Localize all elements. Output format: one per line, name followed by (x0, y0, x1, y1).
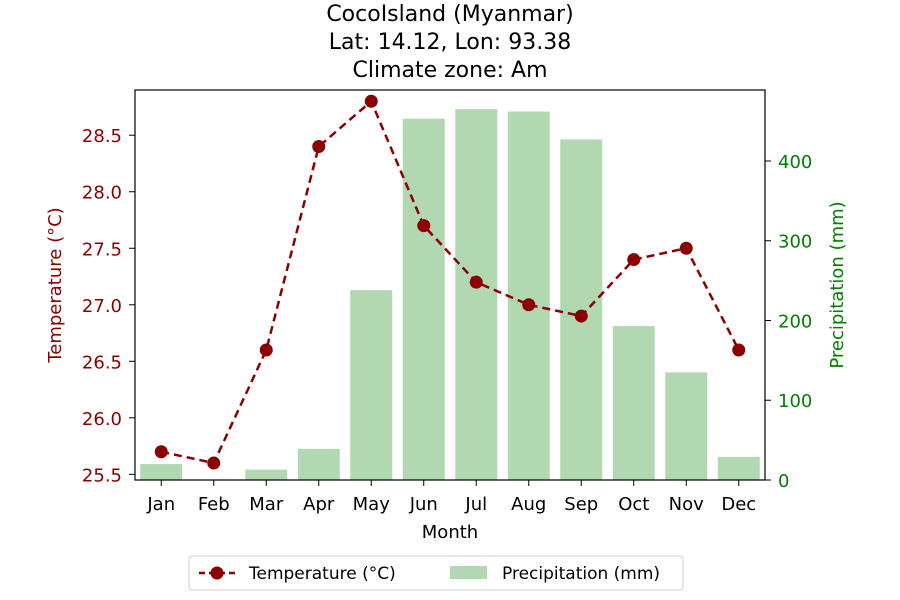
temperature-tick-label: 26.5 (82, 352, 122, 373)
legend: Temperature (°C) Precipitation (mm) (188, 555, 684, 591)
temperature-tick-label: 27.5 (82, 239, 122, 260)
temperature-point-feb (207, 456, 221, 470)
temperature-point-jan (154, 445, 168, 459)
precipitation-bars (140, 109, 760, 480)
temperature-axis: 25.5 26.0 26.5 27.0 27.5 28.0 28.5 (82, 126, 135, 486)
precipitation-bar-dec (717, 456, 760, 480)
temperature-points (154, 94, 746, 470)
x-axis: Jan Feb Mar Apr May Jun Jul Aug Sep Oct Nov Dec (146, 480, 756, 515)
precipitation-bar-jul (455, 109, 498, 480)
precipitation-bar-jan (140, 464, 183, 480)
x-axis-title: Month (422, 522, 478, 543)
temperature-point-nov (679, 241, 693, 255)
title-line-climate-zone: Climate zone: Am (352, 58, 547, 83)
precipitation-tick-label: 300 (778, 232, 812, 253)
chart-title: CocoIsland (Myanmar) Lat: 14.12, Lon: 93… (326, 2, 573, 83)
temperature-point-oct (627, 253, 641, 267)
plot-frame (134, 89, 766, 481)
temperature-axis-title: Temperature (°C) (45, 207, 66, 363)
x-tick-label-feb: Feb (198, 494, 230, 515)
x-tick-label-apr: Apr (303, 494, 335, 515)
precipitation-tick-label: 400 (778, 152, 812, 173)
legend-precipitation-label: Precipitation (mm) (502, 564, 660, 584)
precipitation-bar-nov (665, 372, 708, 480)
precipitation-bar-apr (297, 448, 340, 480)
precipitation-axis: 0 100 200 300 400 (765, 152, 812, 492)
temperature-point-apr (312, 140, 326, 154)
x-tick-label-dec: Dec (721, 494, 756, 515)
temperature-tick-label: 25.5 (82, 465, 122, 486)
temperature-point-dec (732, 343, 746, 357)
x-tick-label-may: May (353, 494, 391, 515)
title-line-location: CocoIsland (Myanmar) (326, 2, 573, 27)
precipitation-bar-jun (402, 118, 445, 480)
temperature-tick-label: 28.5 (82, 126, 122, 147)
legend-temperature-marker-icon (210, 566, 224, 580)
precipitation-bar-aug (507, 111, 550, 480)
x-tick-label-aug: Aug (511, 494, 546, 515)
x-tick-label-nov: Nov (669, 494, 704, 515)
precipitation-tick-label: 0 (778, 471, 789, 492)
x-tick-label-jun: Jun (409, 494, 438, 515)
temperature-point-aug (522, 298, 536, 312)
precipitation-tick-label: 100 (778, 391, 812, 412)
title-line-coordinates: Lat: 14.12, Lon: 93.38 (329, 30, 571, 55)
temperature-point-sep (574, 309, 588, 323)
temperature-point-may (364, 94, 378, 108)
legend-box (188, 555, 684, 591)
x-tick-label-oct: Oct (618, 494, 649, 515)
x-tick-label-jan: Jan (146, 494, 175, 515)
x-tick-label-jul: Jul (464, 494, 487, 515)
precipitation-bar-may (350, 290, 393, 480)
legend-temperature-label: Temperature (°C) (248, 564, 396, 584)
precipitation-tick-label: 200 (778, 311, 812, 332)
temperature-point-mar (259, 343, 273, 357)
precipitation-axis-title: Precipitation (mm) (827, 201, 848, 368)
temperature-point-jun (417, 219, 431, 233)
precipitation-bar-oct (612, 326, 655, 480)
x-tick-label-sep: Sep (564, 494, 598, 515)
temperature-tick-label: 28.0 (82, 183, 122, 204)
temperature-point-jul (469, 275, 483, 289)
temperature-line (160, 99, 740, 465)
temperature-tick-label: 26.0 (82, 409, 122, 430)
legend-precipitation-swatch-icon (450, 566, 487, 579)
precipitation-bar-mar (245, 469, 288, 480)
x-tick-label-mar: Mar (249, 494, 284, 515)
temperature-tick-label: 27.0 (82, 296, 122, 317)
